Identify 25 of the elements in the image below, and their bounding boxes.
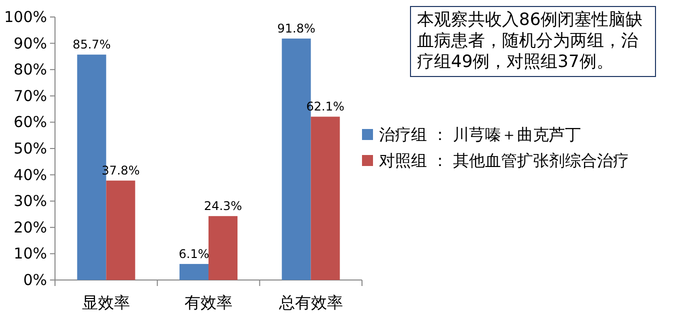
data-label: 6.1% <box>178 246 210 261</box>
data-label: 85.7% <box>72 38 111 52</box>
y-tick-label: 10% <box>14 244 47 263</box>
y-tick-label: 20% <box>14 218 47 236</box>
y-tick-label: 60% <box>14 113 47 132</box>
text: 本观察共收入86例闭塞性脑缺血病患者，随机分为两组，治疗组49例，对照组37例。 <box>410 6 656 77</box>
x-tick-label: 有效率 <box>184 293 232 312</box>
y-tick-label: 80% <box>14 60 47 79</box>
x-tick-label: 总有效率 <box>278 293 343 312</box>
y-tick-label: 90% <box>14 34 47 52</box>
bar <box>180 264 208 280</box>
x-tick-label: 显效率 <box>82 293 130 312</box>
y-tick-label: 100% <box>4 8 47 26</box>
y-tick-label: 50% <box>14 140 47 158</box>
y-tick-label: 70% <box>14 86 47 105</box>
bar <box>106 180 136 280</box>
bar <box>208 216 238 280</box>
legend-label: 治疗组 ： 川芎嗪＋曲克芦丁 <box>379 125 582 144</box>
y-tick-label: 0% <box>23 271 47 289</box>
legend-label: 对照组 ： 其他血管扩张剂综合治疗 <box>379 151 630 170</box>
data-label: 91.8% <box>277 22 316 36</box>
y-tick-label: 30% <box>14 192 47 210</box>
y-tick-label: 40% <box>14 166 47 184</box>
data-label: 24.3% <box>204 199 242 214</box>
bar <box>310 116 340 280</box>
